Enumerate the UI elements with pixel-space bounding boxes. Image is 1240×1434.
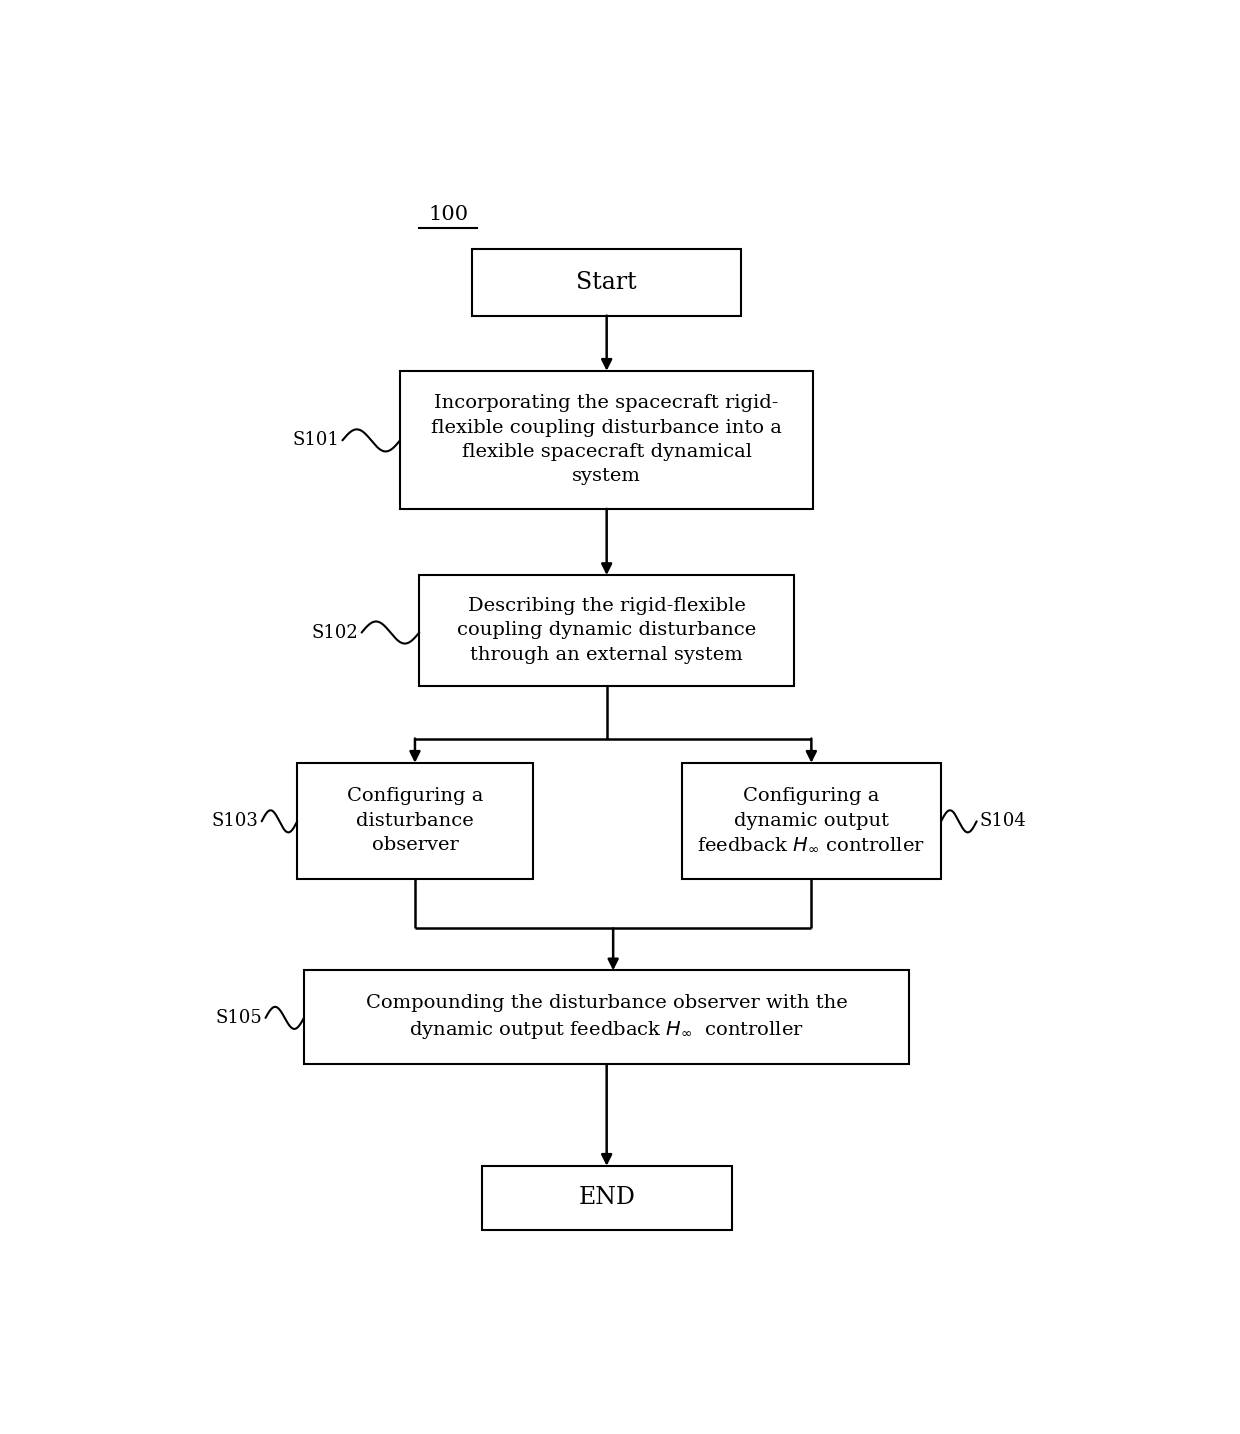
Text: Configuring a
disturbance
observer: Configuring a disturbance observer <box>347 787 484 855</box>
Text: S102: S102 <box>312 624 358 641</box>
Text: END: END <box>578 1186 635 1209</box>
Text: Describing the rigid-flexible
coupling dynamic disturbance
through an external s: Describing the rigid-flexible coupling d… <box>458 597 756 664</box>
Text: S103: S103 <box>212 812 259 830</box>
Text: Compounding the disturbance observer with the
dynamic output feedback $H_{\infty: Compounding the disturbance observer wit… <box>366 994 848 1041</box>
FancyBboxPatch shape <box>419 575 794 685</box>
Text: 100: 100 <box>428 205 469 224</box>
FancyBboxPatch shape <box>472 250 742 315</box>
Text: Incorporating the spacecraft rigid-
flexible coupling disturbance into a
flexibl: Incorporating the spacecraft rigid- flex… <box>432 394 782 485</box>
FancyBboxPatch shape <box>682 763 941 879</box>
FancyBboxPatch shape <box>298 763 533 879</box>
Text: S104: S104 <box>980 812 1027 830</box>
Text: Start: Start <box>577 271 637 294</box>
FancyBboxPatch shape <box>304 971 909 1064</box>
FancyBboxPatch shape <box>481 1166 732 1230</box>
Text: S101: S101 <box>293 432 340 449</box>
Text: Configuring a
dynamic output
feedback $H_{\infty}$ controller: Configuring a dynamic output feedback $H… <box>697 787 925 855</box>
FancyBboxPatch shape <box>401 371 813 509</box>
Text: S105: S105 <box>216 1010 263 1027</box>
